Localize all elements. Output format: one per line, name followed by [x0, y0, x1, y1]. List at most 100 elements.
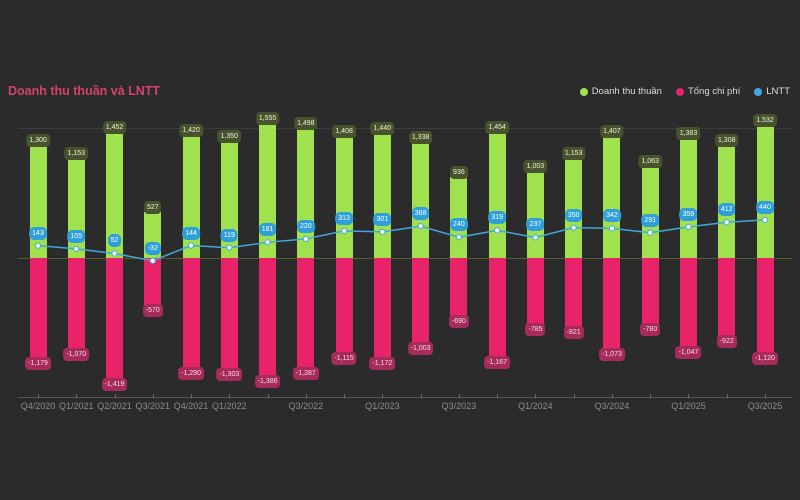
revenue-bar[interactable] — [67, 158, 85, 258]
revenue-bar[interactable] — [641, 165, 659, 258]
legend-item-lntt[interactable]: LNTT — [754, 86, 790, 97]
x-axis-tick — [229, 394, 231, 398]
x-axis-label: Q3/2021 — [135, 401, 171, 411]
revenue-value-label: 527 — [143, 201, 162, 215]
lntt-point[interactable] — [532, 234, 539, 241]
revenue-value-label: 1,300 — [26, 134, 50, 148]
lntt-value-label: 237 — [526, 218, 545, 232]
cost-bar[interactable] — [106, 258, 124, 381]
revenue-bar[interactable] — [182, 134, 200, 258]
legend-dot-cost — [675, 87, 684, 96]
lntt-point[interactable] — [379, 228, 386, 236]
revenue-bar[interactable] — [335, 135, 353, 258]
cost-bar[interactable] — [718, 258, 736, 338]
legend-item-cost[interactable]: Tổng chi phí — [675, 86, 740, 97]
x-axis-tick — [611, 394, 613, 398]
cost-bar[interactable] — [259, 258, 277, 379]
lntt-point[interactable] — [226, 244, 233, 251]
x-axis-label: Q1/2024 — [518, 401, 553, 411]
cost-value-label: -1,047 — [675, 345, 702, 359]
revenue-bar[interactable] — [526, 171, 544, 258]
cost-bar[interactable] — [220, 258, 238, 371]
revenue-value-label: 1,153 — [64, 147, 89, 161]
revenue-value-label: 1,408 — [332, 124, 356, 138]
lntt-point[interactable] — [73, 245, 80, 252]
cost-bar[interactable] — [144, 258, 162, 308]
lntt-value-label: 368 — [411, 207, 430, 221]
lntt-value-label: 350 — [564, 208, 583, 222]
lntt-point[interactable] — [149, 257, 156, 264]
lntt-point[interactable] — [34, 242, 42, 249]
revenue-value-label: 1,338 — [408, 131, 433, 145]
cost-bar[interactable] — [603, 258, 621, 351]
x-axis-label: Q3/2022 — [288, 401, 324, 411]
cost-bar[interactable] — [29, 258, 47, 361]
revenue-bar[interactable] — [679, 138, 697, 258]
lntt-point[interactable] — [302, 235, 309, 243]
cost-bar[interactable] — [297, 258, 315, 370]
cost-bar[interactable] — [679, 258, 697, 349]
cost-bar[interactable] — [488, 258, 506, 360]
lntt-value-label: 143 — [29, 226, 47, 240]
x-axis-label: Q1/2023 — [365, 401, 400, 411]
revenue-value-label: 1,308 — [714, 133, 739, 147]
x-axis-tick — [382, 394, 384, 398]
lntt-point[interactable] — [341, 227, 348, 234]
lntt-point[interactable] — [647, 229, 654, 236]
revenue-bar[interactable] — [488, 131, 506, 258]
lntt-point[interactable] — [264, 239, 271, 246]
x-axis-tick — [726, 394, 728, 398]
cost-bar[interactable] — [641, 258, 659, 326]
cost-bar[interactable] — [373, 258, 391, 360]
cost-bar[interactable] — [526, 258, 544, 327]
cost-value-label: -922 — [716, 334, 737, 348]
lntt-point[interactable] — [570, 224, 577, 231]
cost-value-label: -1,115 — [331, 351, 357, 365]
lntt-point[interactable] — [761, 216, 769, 223]
lntt-point[interactable] — [417, 223, 424, 230]
cost-bar[interactable] — [450, 258, 468, 318]
lntt-point[interactable] — [608, 225, 616, 232]
lntt-value-label: 52 — [107, 234, 122, 248]
x-axis-tick — [765, 394, 766, 398]
lntt-value-label: 144 — [182, 226, 200, 240]
legend-dot-revenue — [579, 87, 588, 96]
lntt-value-label: 440 — [756, 200, 774, 214]
x-axis-tick — [535, 394, 537, 398]
lntt-point[interactable] — [723, 219, 730, 226]
revenue-value-label: 1,153 — [561, 147, 586, 161]
revenue-bar[interactable] — [756, 125, 774, 258]
lntt-value-label: -32 — [144, 241, 161, 255]
cost-bar[interactable] — [756, 258, 774, 356]
revenue-bar[interactable] — [603, 136, 621, 258]
revenue-bar[interactable] — [373, 133, 391, 258]
cost-bar[interactable] — [335, 258, 353, 355]
legend-item-revenue[interactable]: Doanh thu thuần — [579, 86, 662, 97]
lntt-point[interactable] — [111, 250, 118, 257]
cost-bar[interactable] — [565, 258, 583, 330]
cost-value-label: -1,386 — [254, 375, 281, 389]
lntt-value-label: 319 — [488, 211, 506, 225]
cost-value-label: -1,167 — [484, 356, 511, 370]
revenue-bar[interactable] — [412, 142, 430, 258]
revenue-value-label: 1,003 — [523, 160, 548, 174]
cost-bar[interactable] — [182, 258, 200, 370]
x-axis-tick — [305, 394, 307, 398]
x-axis-tick — [114, 394, 116, 398]
x-axis-line — [18, 397, 792, 398]
cost-bar[interactable] — [412, 258, 430, 345]
revenue-bar[interactable] — [29, 145, 47, 258]
lntt-point[interactable] — [685, 223, 692, 230]
cost-bar[interactable] — [67, 258, 85, 351]
cost-value-label: -1,073 — [599, 347, 625, 361]
revenue-bar[interactable] — [259, 123, 277, 258]
lntt-point[interactable] — [187, 242, 195, 249]
lntt-value-label: 220 — [296, 219, 315, 233]
revenue-bar[interactable] — [718, 144, 736, 258]
x-axis-tick — [76, 394, 78, 398]
lntt-value-label: 181 — [258, 223, 277, 237]
cost-value-label: -1,070 — [63, 347, 90, 361]
lntt-point[interactable] — [494, 227, 501, 234]
lntt-point[interactable] — [455, 234, 462, 241]
